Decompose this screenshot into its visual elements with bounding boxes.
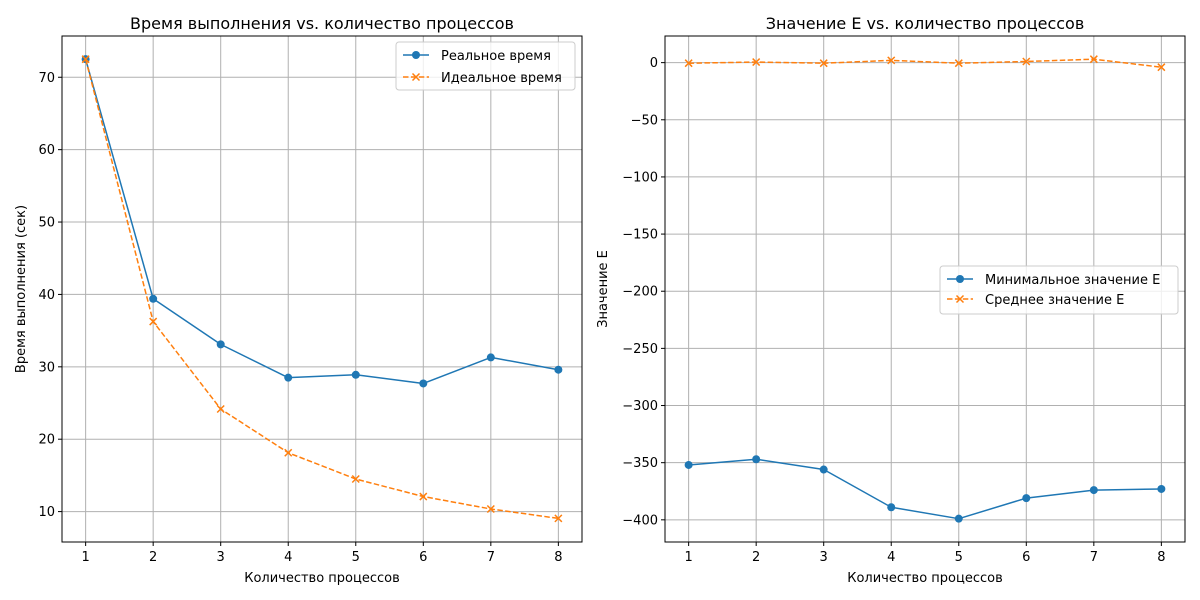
x-tick-label: 8 xyxy=(1157,550,1165,565)
data-point xyxy=(954,59,963,68)
data-point xyxy=(819,465,828,474)
x-tick-label: 5 xyxy=(955,550,963,565)
y-tick-label: 20 xyxy=(38,433,55,448)
x-tick-label: 6 xyxy=(419,550,427,565)
data-point xyxy=(351,474,360,484)
legend-entry-min-e: Минимальное значение E xyxy=(947,273,1160,288)
y-tick-label: 10 xyxy=(38,505,55,520)
plot-frame xyxy=(664,35,1186,543)
legend-box xyxy=(395,41,576,91)
data-point xyxy=(887,56,896,65)
legend-label-mean-e: Среднее значение E xyxy=(985,293,1124,308)
series-line xyxy=(84,58,559,520)
legend: Реальное время Идеальное время xyxy=(395,41,576,91)
legend-entry-real-time: Реальное время xyxy=(403,49,551,64)
data-point xyxy=(1089,486,1098,495)
data-point xyxy=(216,340,225,349)
data-point xyxy=(819,59,828,68)
x-tick-label: 4 xyxy=(887,550,895,565)
x-tick-label: 3 xyxy=(217,550,225,565)
grid xyxy=(62,36,582,542)
x-tick-label: 2 xyxy=(752,550,760,565)
y-tick-label: 50 xyxy=(38,216,55,231)
axis-ticks: 1 2 3 4 5 6 7 8 10 20 30 40 50 60 70 xyxy=(38,71,562,565)
legend-label-real-time: Реальное время xyxy=(441,49,551,64)
data-point xyxy=(554,514,563,523)
data-point xyxy=(1089,55,1098,64)
legend-marker-ideal-time xyxy=(411,72,421,82)
x-tick-label: 7 xyxy=(1090,550,1098,565)
data-point xyxy=(752,58,761,67)
data-point xyxy=(284,448,293,457)
data-series xyxy=(81,55,563,523)
y-tick-label: 0 xyxy=(650,56,658,71)
series-line xyxy=(688,58,1162,68)
chart-title: Время выполнения vs. количество процессо… xyxy=(130,14,514,33)
execution-time-chart: 1 2 3 4 5 6 7 8 10 20 30 40 50 60 70 Время выполнения … xyxy=(14,14,583,586)
data-point xyxy=(149,294,158,303)
data-point xyxy=(1022,494,1031,503)
legend: Минимальное значение E Среднее значение … xyxy=(939,265,1179,315)
chart-title: Значение E vs. количество процессов xyxy=(766,14,1085,33)
data-point xyxy=(684,59,693,68)
series-line xyxy=(84,58,559,385)
x-tick-label: 5 xyxy=(352,550,360,565)
data-point xyxy=(81,55,90,64)
data-point xyxy=(284,373,293,382)
plot-frame xyxy=(61,35,583,543)
data-series xyxy=(684,55,1166,523)
data-point xyxy=(887,503,896,512)
x-tick-label: 1 xyxy=(684,550,692,565)
data-point xyxy=(216,404,225,414)
y-axis-label: Время выполнения (сек) xyxy=(14,205,29,373)
e-value-chart: 1 2 3 4 5 6 7 8 0 −50 −100 −150 −200 −250 −300 −350 −400… xyxy=(596,14,1186,586)
y-tick-label: 70 xyxy=(38,71,55,86)
data-point xyxy=(419,492,428,501)
legend-label-ideal-time: Идеальное время xyxy=(441,71,562,86)
y-tick-label: −100 xyxy=(622,170,658,185)
y-tick-label: −200 xyxy=(622,285,658,300)
legend-marker-mean-e xyxy=(955,294,965,304)
axis-ticks: 1 2 3 4 5 6 7 8 0 −50 −100 −150 −200 −250 −300 −350 −400 xyxy=(622,56,1165,565)
x-axis-label: Количество процессов xyxy=(244,571,400,586)
y-tick-label: −350 xyxy=(622,456,658,471)
data-point xyxy=(1022,57,1031,66)
data-point xyxy=(752,455,761,464)
x-tick-label: 3 xyxy=(820,550,828,565)
x-tick-label: 6 xyxy=(1022,550,1030,565)
data-point xyxy=(1157,63,1166,72)
legend-marker-min-e xyxy=(956,275,964,283)
y-tick-label: −400 xyxy=(622,513,658,528)
series-line xyxy=(688,458,1162,520)
x-axis-label: Количество процессов xyxy=(847,571,1003,586)
y-tick-label: −150 xyxy=(622,228,658,243)
data-point xyxy=(419,379,428,388)
y-tick-label: 60 xyxy=(38,143,55,158)
data-point xyxy=(149,317,158,326)
data-point xyxy=(684,460,693,469)
data-point xyxy=(1157,484,1166,493)
legend-marker-real-time xyxy=(412,51,420,59)
x-tick-label: 1 xyxy=(81,550,89,565)
x-tick-label: 4 xyxy=(284,550,292,565)
y-tick-label: −250 xyxy=(622,342,658,357)
y-tick-label: 30 xyxy=(38,360,55,375)
data-point xyxy=(954,514,963,523)
x-tick-label: 8 xyxy=(554,550,562,565)
data-point xyxy=(486,504,495,514)
y-tick-label: −300 xyxy=(622,399,658,414)
y-tick-label: 40 xyxy=(38,288,55,303)
data-point xyxy=(486,353,495,362)
x-tick-label: 2 xyxy=(149,550,157,565)
x-tick-label: 7 xyxy=(487,550,495,565)
data-point xyxy=(554,365,563,374)
y-axis-label: Значение E xyxy=(596,250,611,328)
legend-label-min-e: Минимальное значение E xyxy=(985,273,1160,288)
legend-box xyxy=(939,265,1179,315)
legend-entry-mean-e: Среднее значение E xyxy=(947,293,1124,308)
y-tick-label: −50 xyxy=(631,113,658,128)
data-point xyxy=(351,370,360,379)
legend-entry-ideal-time: Идеальное время xyxy=(403,71,562,86)
